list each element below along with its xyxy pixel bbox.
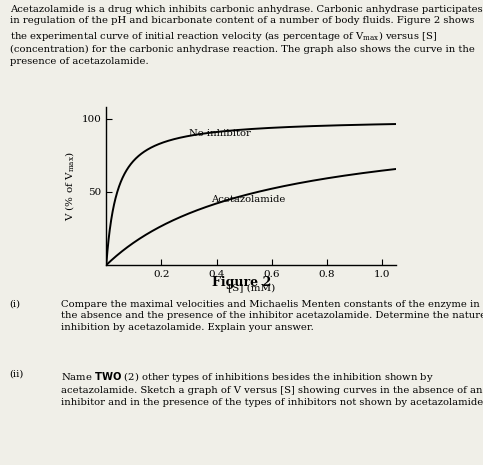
Y-axis label: V (% of V$_{\mathregular{max}}$): V (% of V$_{\mathregular{max}}$) xyxy=(64,151,77,221)
Text: Figure 2: Figure 2 xyxy=(212,276,271,289)
Text: Name $\mathbf{TWO}$ (2) other types of inhibitions besides the inhibition shown : Name $\mathbf{TWO}$ (2) other types of i… xyxy=(61,370,483,406)
X-axis label: [S] (mM): [S] (mM) xyxy=(227,283,275,292)
Text: Acetazolamide is a drug which inhibits carbonic anhydrase. Carbonic anhydrase pa: Acetazolamide is a drug which inhibits c… xyxy=(10,5,483,66)
Text: Compare the maximal velocities and Michaelis Menten constants of the enzyme in
t: Compare the maximal velocities and Micha… xyxy=(61,300,483,332)
Text: Acetazolamide: Acetazolamide xyxy=(211,195,285,204)
Text: (i): (i) xyxy=(10,300,21,309)
Text: (ii): (ii) xyxy=(10,370,24,379)
Text: No inhibitor: No inhibitor xyxy=(189,129,251,138)
